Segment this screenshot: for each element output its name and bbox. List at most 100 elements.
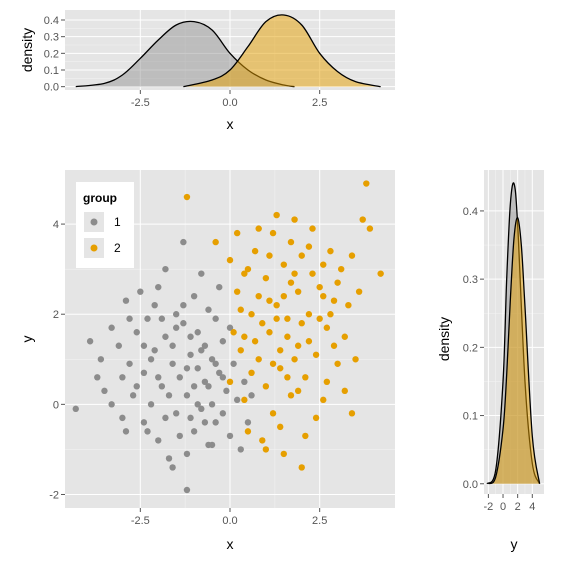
scatter-point-group-2	[302, 374, 309, 381]
right-density-line-group-2	[487, 217, 541, 485]
scatter-point-group-2	[305, 243, 313, 250]
scatter-point-group-1	[176, 374, 183, 381]
scatter-point-group-2	[341, 387, 348, 395]
top-density-series	[75, 14, 381, 88]
scatter-point-group-1	[180, 238, 187, 246]
right-density-x-tick-label: 2	[515, 501, 521, 513]
right-density-y-ticks: 0.0 0.1 0.2 0.3 0.4	[463, 206, 484, 491]
scatter-point-group-2	[294, 342, 302, 349]
scatter-point-group-2	[291, 270, 298, 277]
scatter-point-group-2	[233, 288, 241, 295]
scatter-point-group-2	[327, 247, 334, 255]
scatter-point-group-2	[255, 356, 262, 363]
scatter-point-group-1	[133, 383, 140, 390]
right-density-x-axis-title: y	[511, 536, 518, 552]
scatter-point-group-1	[212, 419, 219, 426]
scatter-point-group-2	[269, 229, 277, 237]
scatter-point-group-2	[269, 360, 277, 367]
scatter-point-group-2	[302, 432, 309, 440]
scatter-point-group-2	[330, 297, 338, 304]
scatter-point-group-1	[194, 329, 201, 336]
scatter-y-ticks: -2 0 2 4	[49, 219, 65, 501]
scatter-point-group-2	[251, 338, 259, 345]
scatter-x-ticks: -2.5 0.0 2.5	[131, 508, 327, 527]
scatter-point-group-1	[219, 410, 227, 417]
scatter-point-group-1	[165, 392, 173, 399]
scatter-point-group-2	[298, 320, 305, 327]
scatter-point-group-2	[248, 311, 255, 318]
scatter-point-group-1	[237, 446, 244, 453]
scatter-point-group-1	[248, 392, 255, 399]
scatter-point-group-1	[216, 369, 223, 376]
scatter-point-group-2	[277, 365, 284, 372]
scatter-point-group-1	[180, 320, 187, 327]
scatter-point-group-2	[183, 193, 191, 201]
top-density-x-tick-label: 2.5	[312, 97, 327, 109]
scatter-y-tick-label: -2	[49, 489, 59, 501]
scatter-point-group-2	[287, 392, 295, 399]
scatter-point-group-2	[266, 329, 273, 336]
scatter-point-group-1	[94, 374, 101, 381]
scatter-point-group-2	[248, 369, 255, 376]
scatter-point-group-1	[97, 356, 105, 363]
legend-label-group-2: 2	[114, 241, 121, 255]
scatter-point-group-1	[183, 392, 191, 399]
top-density-x-tick-label: 0.0	[222, 97, 237, 109]
scatter-point-group-2	[334, 360, 341, 367]
scatter-point-group-2	[280, 261, 288, 268]
scatter-point-group-1	[194, 365, 201, 372]
scatter-point-group-1	[155, 374, 162, 381]
top-density-line-group-2	[183, 14, 381, 88]
scatter-point-group-1	[158, 315, 166, 322]
top-density-y-tick-label: 0.4	[44, 15, 59, 27]
scatter-point-group-1	[176, 432, 183, 440]
scatter-point-group-1	[244, 419, 252, 426]
right-density-y-axis-title: density	[436, 317, 452, 361]
scatter-point-group-1	[198, 347, 205, 354]
right-density-y-tick-label: 0.0	[463, 479, 478, 491]
scatter-point-group-2	[359, 216, 366, 223]
scatter-point-group-2	[255, 225, 262, 232]
scatter-point-group-2	[330, 342, 338, 349]
scatter-point-group-2	[237, 347, 244, 354]
scatter-point-group-2	[212, 238, 219, 246]
scatter-point-group-2	[280, 450, 288, 458]
scatter-point-group-2	[291, 216, 298, 223]
right-density-panel: -2 0 2 4 0.0 0.1 0.2 0.3 0.4 y density	[436, 170, 544, 552]
scatter-point-group-2	[241, 396, 248, 404]
scatter-point-group-1	[144, 315, 151, 322]
scatter-point-group-2	[377, 270, 384, 277]
scatter-point-group-2	[352, 356, 359, 363]
scatter-point-group-2	[241, 333, 248, 340]
scatter-point-group-1	[129, 392, 137, 399]
scatter-point-group-1	[108, 401, 115, 408]
scatter-point-group-2	[312, 414, 320, 422]
right-density-series	[486, 182, 541, 485]
top-density-y-ticks: 0.0 0.1 0.2 0.3 0.4	[44, 15, 65, 94]
scatter-point-group-1	[144, 428, 151, 435]
scatter-point-group-2	[287, 279, 295, 286]
scatter-point-group-1	[187, 351, 194, 358]
scatter-point-group-1	[208, 441, 216, 449]
scatter-point-group-2	[366, 225, 374, 232]
scatter-point-group-1	[212, 360, 219, 367]
scatter-point-group-1	[230, 360, 237, 367]
scatter-point-group-2	[273, 302, 280, 309]
scatter-point-group-2	[305, 338, 313, 345]
scatter-point-group-2	[363, 180, 370, 187]
right-density-y-tick-label: 0.3	[463, 274, 478, 286]
scatter-point-group-1	[155, 283, 162, 291]
legend-key-group-2	[90, 244, 98, 252]
scatter-point-group-2	[316, 315, 323, 322]
scatter-point-group-2	[355, 288, 363, 295]
scatter-point-group-2	[259, 320, 266, 327]
scatter-point-group-1	[151, 302, 158, 309]
legend-title: group	[83, 191, 117, 205]
scatter-point-group-2	[262, 274, 270, 282]
scatter-point-group-1	[233, 396, 241, 404]
scatter-point-group-1	[198, 405, 205, 413]
top-density-y-tick-label: 0.2	[44, 48, 59, 60]
scatter-point-group-2	[309, 225, 316, 232]
scatter-point-group-2	[327, 311, 334, 318]
right-density-x-ticks: -2 0 2 4	[483, 494, 535, 513]
